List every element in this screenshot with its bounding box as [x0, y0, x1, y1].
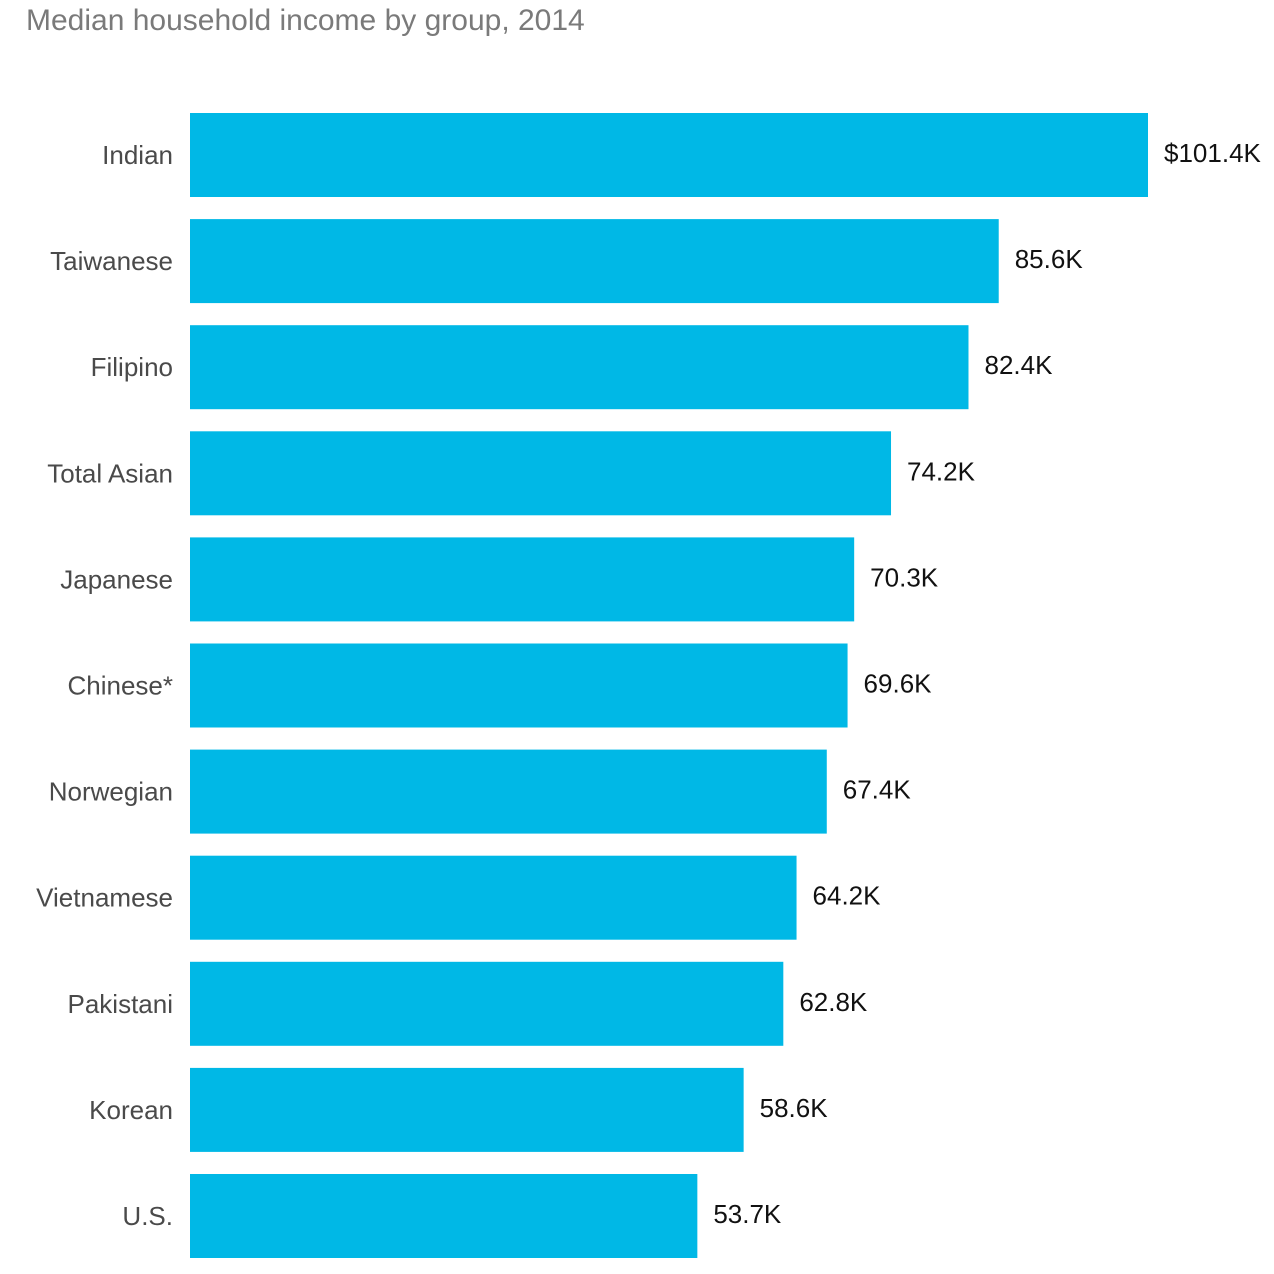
bar-chinese — [190, 643, 848, 728]
chart-title: Median household income by group, 2014 — [26, 4, 585, 37]
category-label: Indian — [102, 140, 173, 170]
value-label: 85.6K — [1015, 244, 1084, 274]
category-label: Total Asian — [47, 458, 173, 488]
bar-total-asian — [190, 431, 892, 516]
category-label: Norwegian — [49, 777, 173, 807]
bar-u-s — [190, 1174, 698, 1258]
category-label: U.S. — [122, 1201, 173, 1231]
bar-japanese — [190, 537, 855, 622]
bar-pakistani — [190, 961, 784, 1046]
bar-korean — [190, 1067, 744, 1152]
category-label: Pakistani — [68, 989, 174, 1019]
bar-filipino — [190, 325, 969, 410]
category-label: Korean — [89, 1095, 173, 1125]
value-label: 67.4K — [843, 775, 912, 805]
bar-norwegian — [190, 749, 827, 834]
category-label: Taiwanese — [50, 246, 173, 276]
value-label: 58.6K — [760, 1093, 829, 1123]
category-label: Japanese — [60, 564, 173, 594]
bar-vietnamese — [190, 855, 797, 940]
value-label: 69.6K — [864, 669, 933, 699]
value-label: $101.4K — [1164, 138, 1262, 168]
category-label: Chinese* — [67, 671, 173, 701]
value-label: 53.7K — [713, 1199, 782, 1229]
category-label: Filipino — [91, 352, 173, 382]
value-label: 64.2K — [813, 881, 882, 911]
value-label: 62.8K — [799, 987, 868, 1017]
value-label: 74.2K — [907, 456, 976, 486]
value-label: 82.4K — [984, 350, 1053, 380]
value-label: 70.3K — [870, 562, 939, 592]
bar-indian — [190, 113, 1148, 197]
category-label: Vietnamese — [36, 883, 173, 913]
bar-taiwanese — [190, 219, 999, 304]
